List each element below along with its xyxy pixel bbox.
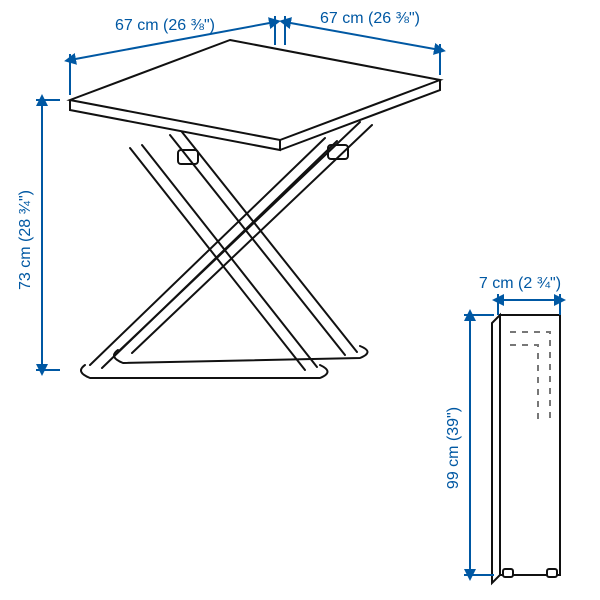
dim-folded-height-label: 99 cm (39") (445, 407, 462, 489)
dim-folded-height (464, 315, 494, 575)
folded-foot (547, 569, 557, 577)
folded-table-view: 7 cm (2 ¾") 99 cm (39") (445, 275, 561, 583)
table-legs (81, 122, 372, 378)
dim-width-label: 67 cm (26 ⅜") (115, 17, 215, 34)
dim-height (36, 100, 60, 370)
dimension-drawing: 73 cm (28 ¾") 67 cm (26 ⅜") 67 cm (26 ⅜"… (0, 0, 600, 600)
tabletop (70, 40, 440, 140)
dim-folded-thickness (498, 294, 560, 315)
dim-depth-label: 67 cm (26 ⅜") (320, 10, 420, 27)
folded-foot (503, 569, 513, 577)
dim-height-label: 73 cm (28 ¾") (17, 190, 34, 290)
open-table-view: 73 cm (28 ¾") 67 cm (26 ⅜") 67 cm (26 ⅜"… (17, 10, 440, 378)
dim-folded-thickness-label: 7 cm (2 ¾") (479, 275, 561, 292)
folded-side (492, 315, 500, 583)
